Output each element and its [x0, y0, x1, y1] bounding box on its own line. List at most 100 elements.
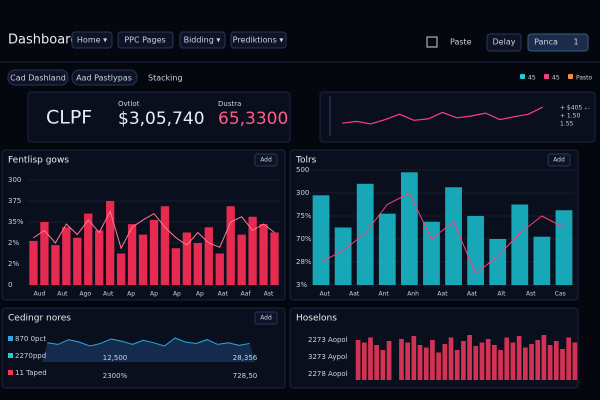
chart-button[interactable] [254, 311, 278, 325]
action-button[interactable] [527, 33, 589, 52]
kpi-value: $3,05,740 [118, 109, 205, 129]
bar [553, 341, 559, 380]
tab[interactable] [7, 69, 69, 86]
legend-swatch [8, 336, 13, 341]
x-tick-label: Alt [497, 291, 506, 298]
action-label[interactable]: Paste [450, 38, 472, 47]
x-tick-label: Cas [555, 291, 566, 298]
nav-button[interactable] [179, 31, 226, 49]
x-tick-label: Ap [196, 291, 204, 298]
bar [498, 350, 503, 380]
y-tick-label: 28% [296, 258, 312, 266]
bar [204, 227, 213, 285]
action-label[interactable]: Delay [493, 38, 516, 47]
bar [442, 344, 448, 380]
x-tick-label: Aut [103, 291, 114, 298]
bar [106, 201, 115, 285]
bar [461, 341, 466, 380]
tab-label[interactable]: Aad Pastlypas [76, 74, 132, 83]
legend-swatch [8, 370, 13, 375]
nav-button[interactable] [71, 31, 113, 49]
tab-label[interactable]: Cad Dashland [10, 74, 66, 83]
bar [378, 213, 396, 285]
action-label[interactable]: Panca [534, 38, 558, 47]
bar [492, 345, 497, 380]
x-tick-label: Aat [467, 291, 478, 298]
bar [312, 195, 330, 285]
bar [555, 210, 573, 285]
chart-button-label[interactable]: Add [260, 157, 272, 164]
bar [374, 345, 380, 380]
nav-label[interactable]: Prediktions ▾ [233, 36, 284, 45]
x-tick-label: Ant [378, 291, 389, 298]
bar [95, 230, 104, 285]
nav-button[interactable] [230, 31, 287, 49]
bar [467, 335, 472, 380]
bar [355, 340, 361, 380]
checkbox[interactable] [426, 36, 438, 48]
x-tick-label: Anh [407, 291, 419, 298]
legend-label: 11 Taped [15, 369, 47, 377]
bar [356, 183, 374, 285]
y-tick-label: 35% [8, 218, 24, 226]
bar [127, 224, 137, 285]
bar [399, 339, 404, 380]
nav-label[interactable]: PPC Pages [124, 36, 165, 45]
bar [504, 337, 510, 380]
tab[interactable] [71, 69, 138, 86]
bar [473, 346, 479, 380]
bar [423, 347, 429, 380]
bar [560, 349, 565, 380]
bar [423, 221, 440, 285]
bar [479, 342, 485, 380]
x-tick-label: Ap [127, 291, 135, 298]
chart-button-label[interactable]: Add [260, 315, 272, 322]
bar [547, 345, 553, 380]
chart-button[interactable] [254, 153, 278, 167]
bar [448, 337, 454, 380]
bar [411, 336, 417, 380]
bar [193, 243, 202, 285]
nav-label[interactable]: Home ▾ [77, 36, 107, 45]
bar [62, 227, 71, 285]
bar [51, 245, 60, 285]
bar [116, 253, 126, 285]
bar [489, 239, 507, 285]
nav-label[interactable]: Bidding ▾ [184, 36, 221, 45]
action-label[interactable]: 1 [573, 38, 578, 47]
bar [522, 347, 528, 380]
kpi-panel [27, 91, 291, 143]
y-tick-label: 75% [296, 212, 312, 220]
legend-label: 2270ppd [15, 352, 46, 360]
bar [541, 335, 547, 380]
bar [436, 352, 441, 380]
x-tick-label: Aut [320, 291, 331, 298]
chart-button-label[interactable]: Add [553, 157, 565, 164]
x-tick-label: Ast [264, 291, 274, 298]
x-tick-label: Aat [437, 291, 448, 298]
bar [467, 216, 485, 285]
trend-line [33, 210, 275, 250]
bar [84, 213, 93, 285]
x-tick-label: Aaf [241, 291, 252, 298]
bar [215, 253, 224, 285]
bar [40, 222, 49, 285]
row-label: 2273 Aopol [308, 336, 348, 344]
bar [400, 172, 418, 285]
trend-label: + $405 ₊₋ [560, 105, 590, 112]
chart-title: Cedingr nores [8, 314, 71, 324]
chart-button[interactable] [547, 153, 571, 167]
action-button[interactable] [486, 33, 522, 52]
bar [572, 342, 578, 380]
bar [138, 234, 148, 285]
bar [430, 340, 435, 380]
bar [237, 234, 246, 285]
kpi-name: CLPF [46, 107, 92, 129]
annotation: 2300% [103, 372, 128, 380]
kpi-label: Ovtlot [118, 100, 140, 108]
x-tick-label: Ap [173, 291, 181, 298]
tab-label[interactable]: Stacking [148, 74, 183, 83]
bar [149, 219, 159, 285]
nav-button[interactable] [117, 31, 174, 49]
